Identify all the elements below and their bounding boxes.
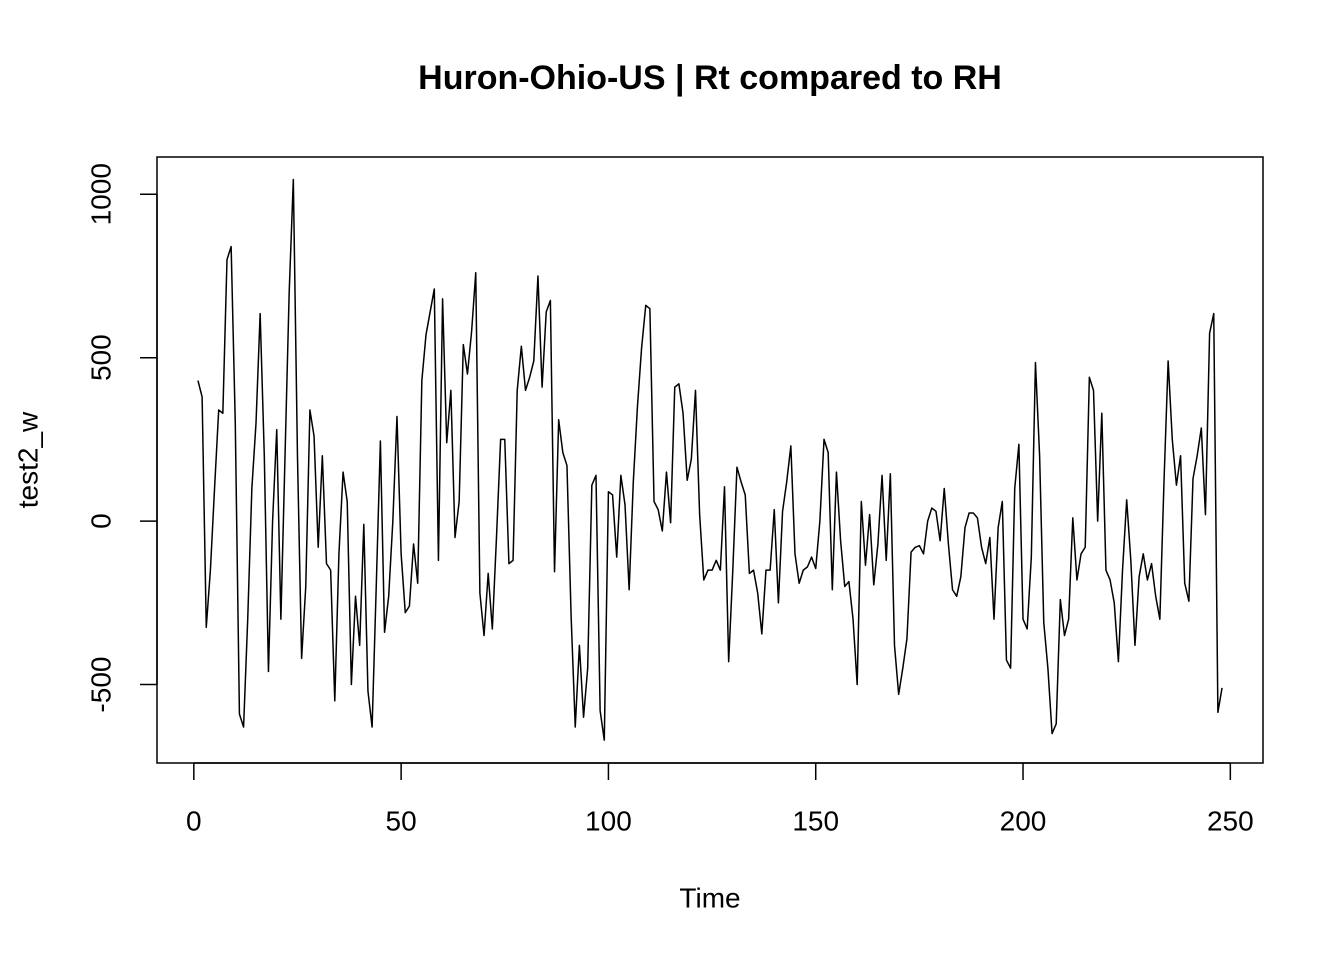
y-tick-label: 500 [85, 334, 116, 381]
y-tick-label: -500 [85, 657, 116, 713]
x-tick-label: 100 [585, 805, 632, 836]
x-tick-label: 50 [386, 805, 417, 836]
x-tick-label: 200 [1000, 805, 1047, 836]
y-tick-label: 0 [85, 513, 116, 529]
x-tick-label: 150 [792, 805, 839, 836]
y-axis-label: test2_w [12, 411, 43, 508]
x-axis-label: Time [679, 882, 740, 913]
x-tick-label: 250 [1207, 805, 1254, 836]
chart-title: Huron-Ohio-US | Rt compared to RH [418, 59, 1002, 97]
y-tick-label: 1000 [85, 163, 116, 225]
data-line [197, 178, 1223, 741]
x-tick-label: 0 [186, 805, 202, 836]
